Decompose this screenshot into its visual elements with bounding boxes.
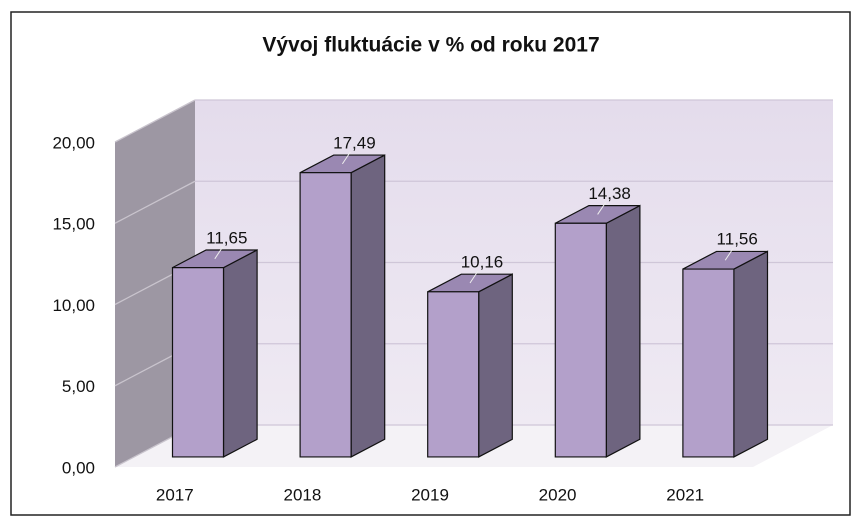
data-label: 11,56 <box>717 230 758 249</box>
bar <box>299 172 352 458</box>
grid-line <box>114 99 196 143</box>
bar-side <box>222 248 258 458</box>
y-tick-label: 0,00 <box>62 458 95 477</box>
y-tick-label: 10,00 <box>52 296 95 315</box>
label-leader <box>214 246 224 260</box>
label-leader <box>597 202 607 215</box>
x-tick-label: 2017 <box>156 485 194 504</box>
data-label: 17,49 <box>333 133 376 152</box>
x-tick-label: 2019 <box>411 485 449 504</box>
bar-side <box>478 273 513 458</box>
bar-side <box>733 250 769 458</box>
x-tick-label: 2018 <box>283 485 321 504</box>
bar <box>682 268 735 458</box>
bar-side <box>350 154 386 458</box>
bar-side <box>605 204 641 458</box>
bar <box>554 222 607 458</box>
y-tick-label: 5,00 <box>62 377 95 396</box>
bar <box>427 291 480 458</box>
label-leader <box>469 270 479 284</box>
chart-title: Vývoj fluktuácie v % od roku 2017 <box>262 34 599 57</box>
grid-line <box>114 180 196 224</box>
data-label: 14,38 <box>588 184 631 203</box>
y-tick-label: 20,00 <box>52 133 95 152</box>
label-leader <box>724 247 734 261</box>
data-label: 10,16 <box>461 252 504 271</box>
bar <box>171 267 225 458</box>
x-tick-label: 2021 <box>666 485 704 504</box>
x-tick-label: 2020 <box>539 485 577 504</box>
data-label: 11,65 <box>206 228 247 247</box>
y-tick-label: 15,00 <box>52 215 95 234</box>
label-leader <box>341 151 351 165</box>
